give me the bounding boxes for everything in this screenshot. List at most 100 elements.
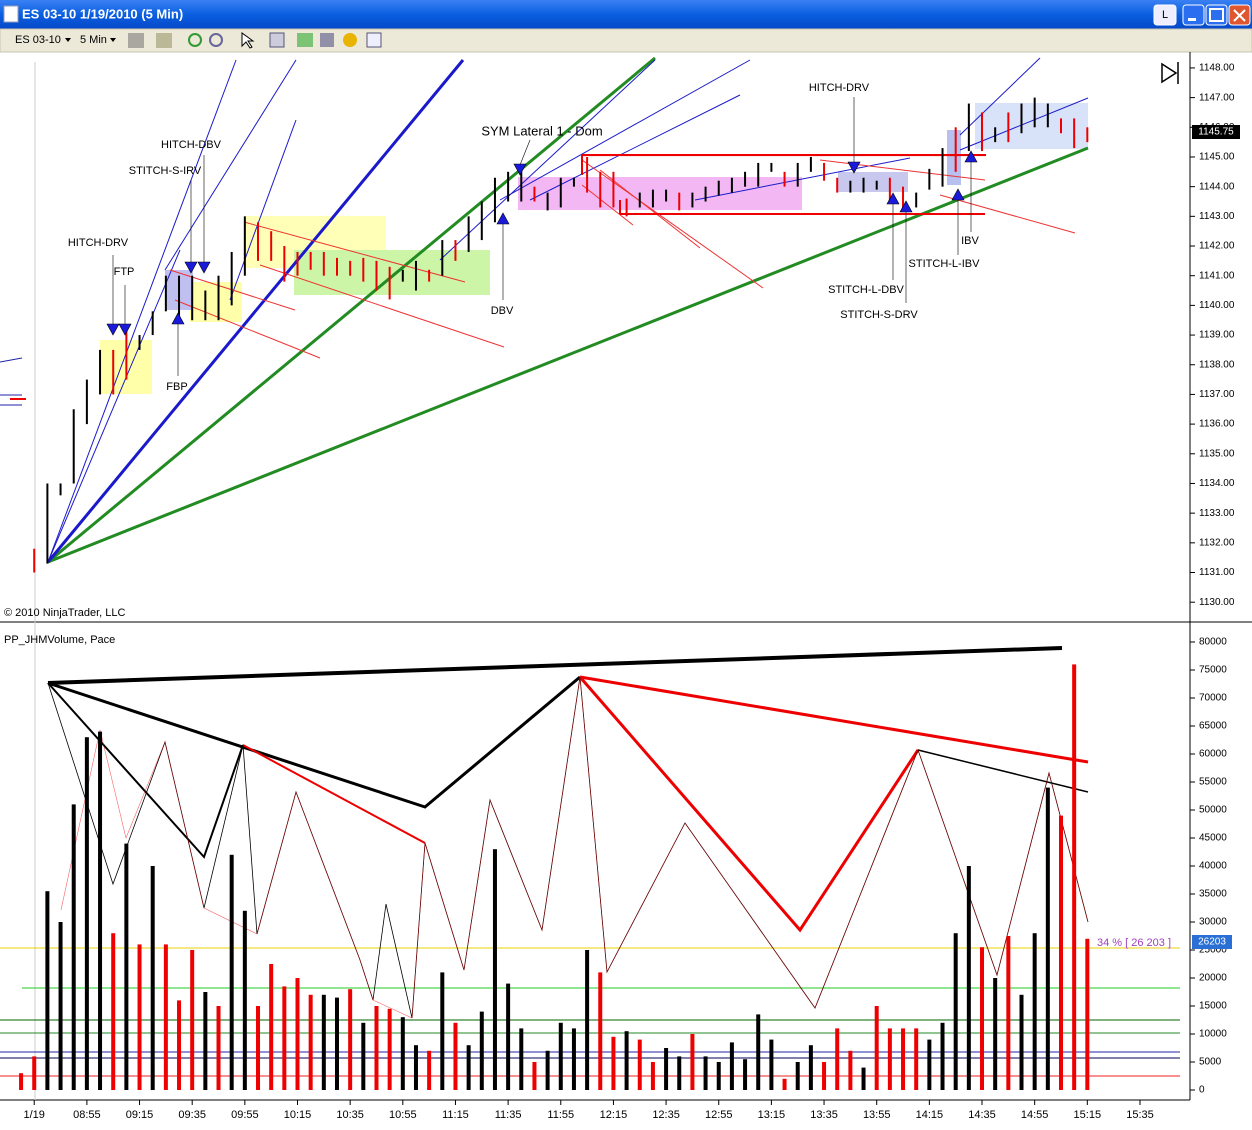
dropdown-arrow (110, 38, 116, 42)
y-tick-label: 1139.00 (1199, 330, 1235, 341)
volume-bar (901, 1028, 906, 1090)
volume-bar (256, 1005, 261, 1090)
close-icon (1233, 9, 1246, 22)
trend-line (581, 159, 764, 289)
volume-bar (190, 949, 195, 1090)
x-tick-label: 14:55 (1021, 1109, 1049, 1121)
y-tick-label: 60000 (1199, 749, 1227, 760)
x-tick-label: 11:35 (495, 1109, 522, 1121)
trend-line (259, 264, 505, 348)
zoom-in-tool[interactable] (188, 33, 202, 47)
y-tick-label: 55000 (1199, 777, 1227, 788)
y-tick-label: 1144.00 (1199, 181, 1235, 192)
instrument-selector[interactable]: ES 03-10 (15, 34, 61, 46)
pace-label: 34 % [ 26 203 ] (1097, 937, 1171, 949)
trend-line (599, 169, 701, 249)
volume-bar (32, 1056, 37, 1090)
app-icon (3, 5, 19, 23)
data-box-tool[interactable] (366, 32, 382, 48)
arrow-head (118, 323, 132, 336)
volume-bar (611, 1036, 616, 1090)
volume-bar (716, 1061, 721, 1090)
y-tick-label: 20000 (1199, 973, 1227, 984)
indicator-tool[interactable] (320, 33, 334, 47)
volume-bar (137, 944, 142, 1090)
volume-bar (387, 1008, 392, 1090)
y-tick-label: 1138.00 (1199, 359, 1235, 370)
y-tick-label: 1137.00 (1199, 389, 1235, 400)
y-tick-label: 1145.00 (1199, 152, 1235, 163)
volume-bar (295, 977, 300, 1090)
volume-bar (980, 947, 985, 1090)
link-button-label[interactable]: L (1162, 9, 1168, 21)
volume-bar (914, 1028, 919, 1090)
y-tick-label: 1143.00 (1199, 211, 1235, 222)
volume-bar (703, 1056, 708, 1090)
volume-bar (308, 994, 313, 1090)
scroll-end-button[interactable] (1161, 62, 1179, 84)
annotation: HITCH-DRV (809, 82, 870, 94)
volume-bar (558, 1022, 563, 1090)
x-tick-label: 14:15 (916, 1109, 944, 1121)
zone (838, 172, 908, 192)
volume-bar (1072, 664, 1077, 1090)
annotation: STITCH-S-IRV (129, 165, 202, 177)
arrow-head (951, 188, 965, 201)
x-tick-label: 13:35 (810, 1109, 838, 1121)
arrow-head (171, 312, 185, 325)
trend-line (47, 146, 1089, 564)
x-tick-label: 10:15 (284, 1109, 312, 1121)
trend-line (229, 119, 297, 301)
draw-tool[interactable] (156, 33, 172, 48)
dropdown-arrow (65, 38, 71, 42)
properties-tool[interactable] (269, 32, 285, 48)
annotation: STITCH-S-DRV (840, 309, 918, 321)
minimize-button[interactable] (1182, 4, 1205, 26)
y-tick-label: 1130.00 (1199, 597, 1235, 608)
volume-bar (1085, 938, 1090, 1090)
trend-line (581, 184, 634, 226)
volume-bar (321, 994, 326, 1090)
trend-line (529, 94, 741, 201)
volume-bars (19, 664, 1090, 1090)
y-tick-label: 10000 (1199, 1029, 1227, 1040)
y-tick-label: 75000 (1199, 665, 1227, 676)
volume-bar (216, 1005, 221, 1090)
volume-bar (756, 1014, 761, 1090)
arrow-head (964, 150, 978, 163)
toolbar (0, 28, 1252, 53)
volume-bar (466, 1045, 471, 1090)
zigzag (47, 682, 244, 859)
pointer-tool[interactable] (241, 32, 255, 49)
interval-selector[interactable]: 5 Min (80, 34, 107, 46)
volume-bar (124, 843, 129, 1090)
link-button[interactable] (1153, 4, 1177, 26)
x-tick-label: 15:15 (1074, 1109, 1102, 1121)
volume-bar (242, 910, 247, 1090)
volume-bar (453, 1022, 458, 1090)
trend-line (0, 357, 23, 363)
trend-line (694, 157, 911, 201)
arrow-head (899, 200, 913, 213)
trend-line (47, 56, 656, 564)
volume-bar (334, 997, 339, 1090)
pace-badge: 26203 (1198, 937, 1226, 948)
volume-bar (966, 866, 971, 1090)
trend-line (47, 59, 237, 563)
arrow-head (886, 192, 900, 205)
strategy-tool[interactable] (297, 33, 313, 47)
volume-bar (58, 921, 63, 1090)
volume-bar (848, 1050, 853, 1090)
zoom-out-tool[interactable] (209, 33, 223, 47)
volume-bar (361, 1022, 366, 1090)
y-tick-label: 1147.00 (1199, 92, 1235, 103)
trend-line (819, 159, 986, 181)
bar-type-tool[interactable] (128, 33, 144, 48)
volume-bar (71, 804, 76, 1090)
y-tick-label: 1131.00 (1199, 567, 1235, 578)
money-tool[interactable] (343, 33, 357, 47)
volume-bar (743, 1059, 748, 1090)
x-tick-label: 09:15 (126, 1109, 154, 1121)
trend-line (499, 59, 751, 201)
